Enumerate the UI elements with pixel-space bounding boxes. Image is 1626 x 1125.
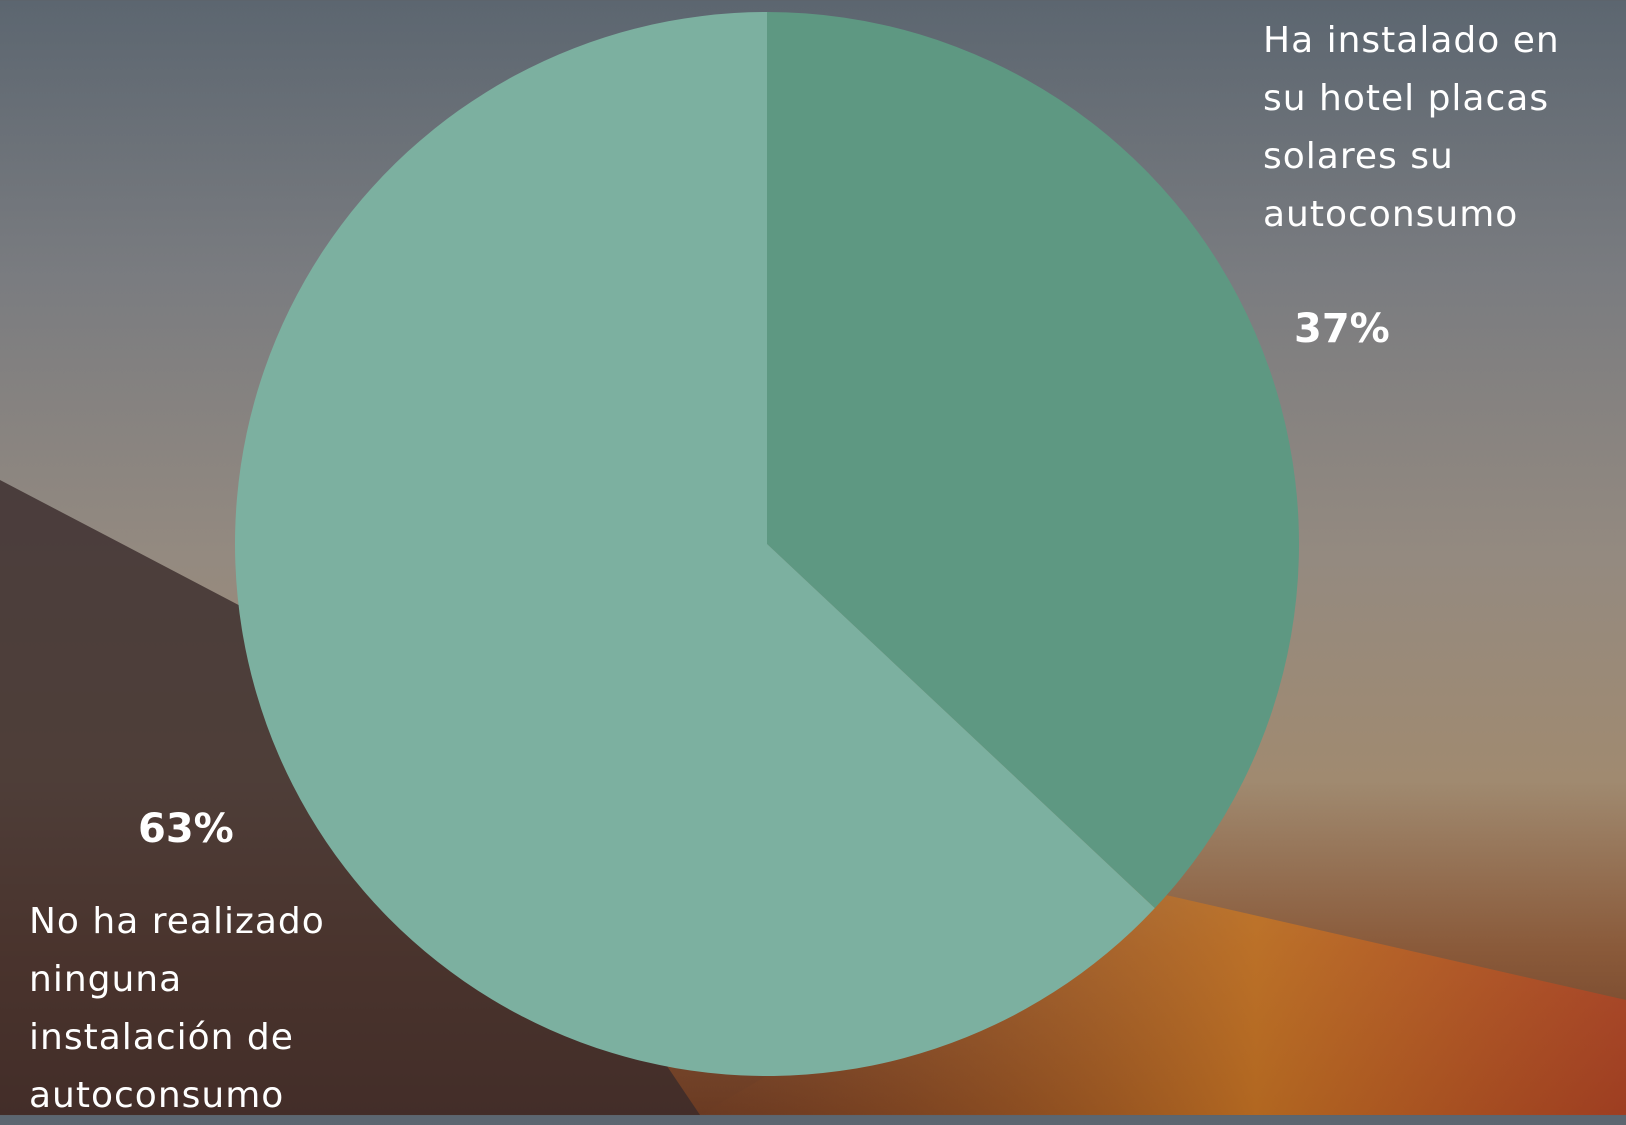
value-label: 37% [1294,306,1390,352]
pie-slice [767,12,1299,909]
sunset-glow [700,880,1626,1115]
slice-label: No ha realizado ninguna instalación de a… [29,901,325,1116]
value-label: 63% [138,806,234,852]
slice-label: Ha instalado en su hotel placas solares … [1263,20,1560,235]
pie-slice [234,12,1155,1076]
